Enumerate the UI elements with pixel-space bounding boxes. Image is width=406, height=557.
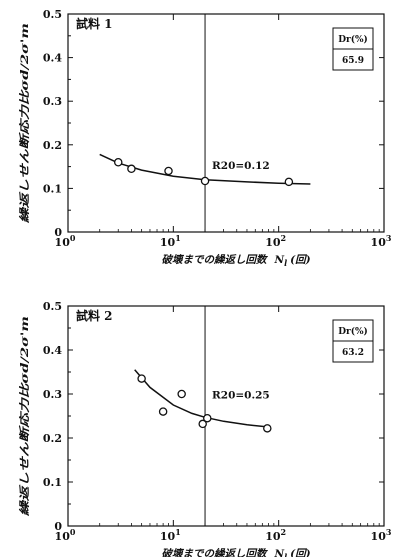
x-tick-base: 10 xyxy=(371,530,387,543)
data-point xyxy=(200,176,210,186)
x-tick-base: 10 xyxy=(55,530,71,543)
x-axis-symbol: N xyxy=(273,254,284,266)
data-point xyxy=(284,177,294,187)
x-axis-unit: (回) xyxy=(290,254,310,266)
x-axis-subscript: l xyxy=(284,258,287,268)
x-tick-label: 103 xyxy=(371,527,392,543)
x-tick-base: 10 xyxy=(265,236,281,249)
x-tick-base: 10 xyxy=(160,236,176,249)
x-axis-subscript: l xyxy=(284,552,287,557)
y-tick-label: 0.5 xyxy=(43,8,62,21)
x-tick-base: 10 xyxy=(160,530,176,543)
dr-value: 63.2 xyxy=(342,348,364,358)
y-tick-label: 0.5 xyxy=(43,300,62,313)
data-point xyxy=(127,164,136,174)
y-tick-label: 0 xyxy=(54,226,62,239)
x-axis-symbol: N xyxy=(273,548,284,557)
y-axis-title: 繰返しせん断応力比σd/2σ'm xyxy=(18,23,31,224)
x-tick-label: 100 xyxy=(55,527,76,543)
x-tick-exponent: 0 xyxy=(70,233,76,243)
x-tick-label: 101 xyxy=(160,527,181,543)
y-tick-label: 0.4 xyxy=(43,344,62,357)
data-point xyxy=(177,389,186,399)
x-tick-exponent: 1 xyxy=(175,527,181,537)
y-tick-label: 0.2 xyxy=(43,432,62,445)
x-tick-exponent: 3 xyxy=(386,233,392,243)
x-axis-title: 破壊までの繰返し回数 Nl (回) xyxy=(161,253,310,268)
y-tick-label: 0.1 xyxy=(43,476,62,489)
x-tick-label: 102 xyxy=(265,233,286,249)
data-point xyxy=(198,419,207,429)
data-point xyxy=(164,166,173,176)
x-tick-exponent: 1 xyxy=(175,233,181,243)
y-tick-label: 0 xyxy=(54,520,62,533)
dr-label: Dr(%) xyxy=(338,34,368,45)
x-axis-unit: (回) xyxy=(290,548,310,557)
panel-title: 試料 1 xyxy=(76,16,113,31)
x-tick-base: 10 xyxy=(55,236,71,249)
data-point xyxy=(158,407,168,416)
y-tick-label: 0.3 xyxy=(43,388,62,401)
data-point xyxy=(203,413,212,423)
data-point xyxy=(137,374,146,383)
x-tick-base: 10 xyxy=(371,236,387,249)
y-tick-label: 0.3 xyxy=(43,95,62,108)
x-axis-label: 破壊までの繰返し回数 xyxy=(161,547,267,557)
fit-curve xyxy=(99,153,311,185)
panel-title: 試料 2 xyxy=(76,308,113,323)
x-tick-label: 100 xyxy=(55,233,76,249)
x-tick-label: 103 xyxy=(371,233,392,249)
dr-label: Dr(%) xyxy=(338,326,368,337)
x-tick-base: 10 xyxy=(265,530,281,543)
dr-value: 65.9 xyxy=(342,56,364,66)
x-axis-label: 破壊までの繰返し回数 xyxy=(161,253,267,266)
data-point xyxy=(263,424,272,433)
y-tick-label: 0.2 xyxy=(43,139,62,152)
x-axis-title: 破壊までの繰返し回数 Nl (回) xyxy=(161,547,310,557)
x-tick-label: 101 xyxy=(160,233,181,249)
x-tick-exponent: 2 xyxy=(281,233,287,243)
data-point xyxy=(114,157,123,167)
x-tick-exponent: 3 xyxy=(386,527,392,537)
y-tick-label: 0.1 xyxy=(43,182,62,195)
fit-curve xyxy=(134,369,269,428)
r20-annotation: R20=0.12 xyxy=(212,160,270,172)
y-axis-title: 繰返しせん断応力比σd/2σ'm xyxy=(18,316,31,517)
x-tick-exponent: 2 xyxy=(281,527,287,537)
x-tick-exponent: 0 xyxy=(70,527,76,537)
y-tick-label: 0.4 xyxy=(43,52,62,65)
x-tick-label: 102 xyxy=(265,527,286,543)
r20-annotation: R20=0.25 xyxy=(212,389,270,401)
